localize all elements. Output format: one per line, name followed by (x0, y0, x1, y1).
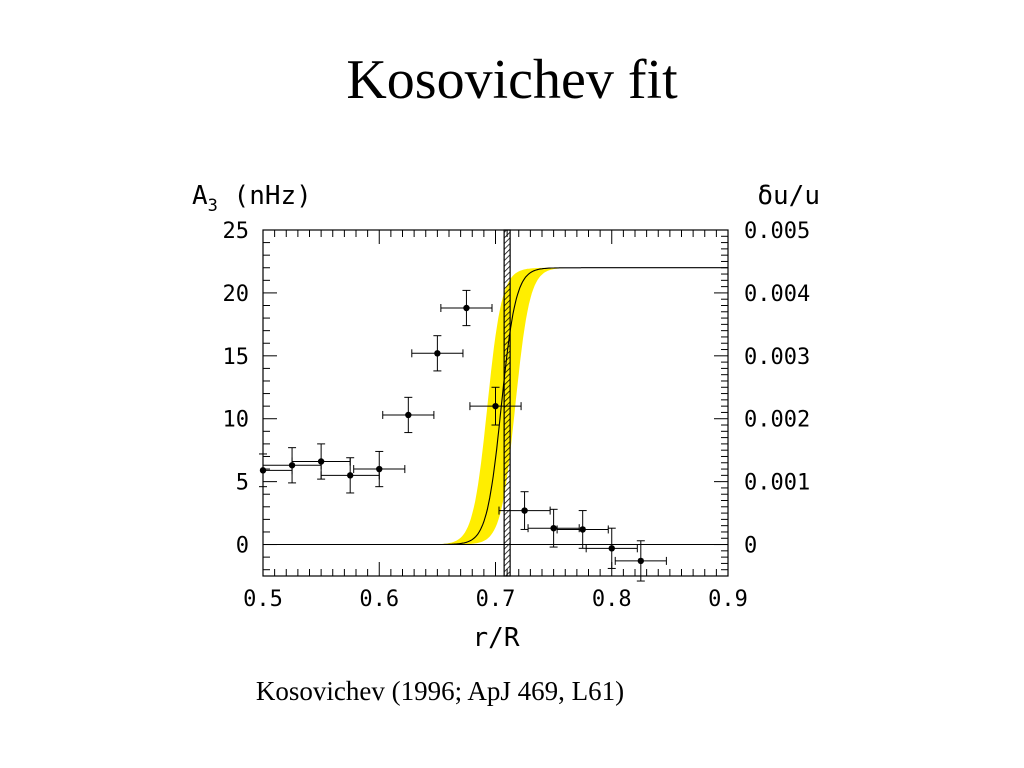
data-point-marker (492, 402, 499, 410)
data-point-marker (608, 545, 615, 552)
slide-title: Kosovichev fit (346, 49, 678, 111)
data-point-marker (434, 350, 441, 357)
ticks-layer (262, 229, 729, 577)
data-point-marker (376, 465, 383, 473)
y-tick-label: 20 (223, 282, 250, 307)
data-point-marker (317, 458, 325, 465)
data-point-marker (579, 526, 586, 533)
y-tick-label: 0 (236, 534, 249, 559)
y2-tick-label: 0.004 (744, 282, 810, 307)
data-point (291, 443, 351, 480)
data-point (469, 386, 522, 426)
y2-tick-label: 0 (744, 534, 757, 559)
y-axis-title: A3 (nHz) (192, 181, 312, 216)
model-uncertainty-band (379, 267, 728, 545)
data-point (614, 540, 667, 582)
y2-tick-label: 0.005 (744, 219, 810, 244)
model-curve-layer (263, 267, 728, 546)
model-curve (263, 267, 728, 546)
data-point-marker (637, 557, 645, 565)
data-point (353, 450, 406, 488)
data-point (556, 510, 609, 549)
data-point (527, 508, 580, 548)
y-tick-label: 15 (223, 345, 250, 370)
x-tick-label: 0.5 (243, 587, 283, 612)
tachocline-layer (503, 229, 511, 577)
data-point-marker (463, 304, 470, 312)
y-axis-title-subscript: 3 (208, 196, 218, 216)
x-tick-label: 0.9 (708, 587, 748, 612)
chart: 0.5 0.6 0.7 0.8 0.9 0 5 10 15 20 25 0 0.001 0.002 0.00… (192, 181, 820, 650)
data-points-layer (259, 289, 667, 582)
y-tick-label: 5 (236, 471, 249, 496)
model-uncertainty-band-layer (379, 267, 728, 545)
y-tick-label: 10 (223, 408, 250, 433)
axis-titles-layer: A3 (nHz) δu/u r/R (192, 181, 820, 650)
caption: Kosovichev (1996; ApJ 469, L61) (255, 676, 625, 706)
data-point (440, 289, 493, 327)
x-tick-label: 0.8 (592, 587, 632, 612)
tick-labels-layer: 0.5 0.6 0.7 0.8 0.9 0 5 10 15 20 25 0 0.001 0.002 0.00… (223, 219, 811, 612)
y-tick-label: 25 (223, 219, 250, 244)
y2-tick-label: 0.002 (744, 408, 810, 433)
y2-axis-title: δu/u (757, 181, 820, 211)
x-axis-title: r/R (473, 623, 520, 650)
y2-tick-label: 0.003 (744, 345, 810, 370)
data-point-marker (405, 411, 412, 419)
data-point (382, 396, 435, 434)
x-tick-label: 0.6 (359, 587, 399, 612)
y2-tick-label: 0.001 (744, 471, 810, 496)
data-point-marker (521, 507, 528, 514)
data-point-marker (346, 472, 354, 479)
tachocline-marker (503, 229, 511, 577)
data-point-marker (550, 524, 557, 532)
data-point (320, 457, 380, 494)
x-tick-label: 0.7 (476, 587, 516, 612)
data-point (498, 491, 551, 530)
data-point (411, 335, 464, 372)
